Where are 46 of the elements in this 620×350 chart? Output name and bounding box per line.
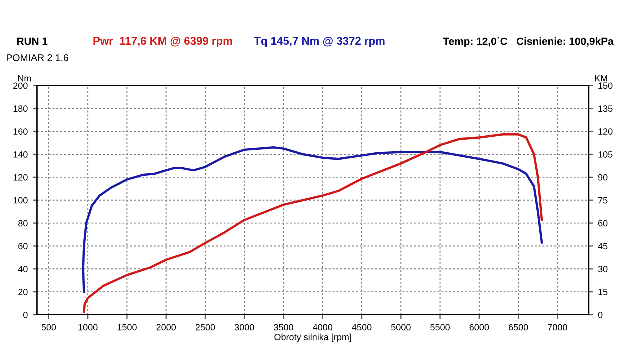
x-tick-label: 500 <box>42 324 56 331</box>
y-tick-label: 80 <box>18 220 28 227</box>
x-tick-label: 5500 <box>430 324 450 331</box>
x-tick-label: 6500 <box>508 324 528 331</box>
chart-title: RUN 1 <box>17 38 48 46</box>
x-tick-label: 5000 <box>391 324 411 331</box>
chart-subtitle: POMIAR 2 1.6 <box>7 54 68 62</box>
y-tick-label: 140 <box>14 151 28 158</box>
x-tick-label: 1500 <box>118 324 137 331</box>
x-tick-label: 2500 <box>196 324 216 331</box>
x-tick-label: 4000 <box>313 324 333 331</box>
y-tick-label: 100 <box>14 197 28 204</box>
x-tick-label: 1000 <box>78 324 98 331</box>
y2-tick-label: 150 <box>598 82 613 90</box>
y-tick-label: 20 <box>18 289 28 296</box>
y2-tick-label: 90 <box>598 174 608 181</box>
x-tick-label: 4500 <box>352 324 372 331</box>
y-axis-title: Nm <box>18 75 32 82</box>
x-tick-label: 2000 <box>156 324 176 331</box>
y2-tick-label: 15 <box>598 289 608 296</box>
text: Tq 145,7 Nm @ 3372 rpm <box>254 37 385 48</box>
y-tick-label: 200 <box>14 82 28 90</box>
y2-tick-label: 60 <box>598 220 608 227</box>
y2-tick-label: 75 <box>598 197 608 204</box>
y-tick-label: 180 <box>14 106 28 112</box>
y-tick-label: 0 <box>24 312 28 318</box>
x-tick-label: 3500 <box>274 324 294 331</box>
text: Temp: 12,0˙C Cisnienie: 100,9kPa <box>443 38 614 48</box>
y2-axis-title: KM <box>595 75 608 82</box>
y2-tick-label: 135 <box>598 106 613 112</box>
y2-tick-label: 45 <box>598 243 608 250</box>
line-series <box>83 134 544 314</box>
y2-tick-label: 30 <box>598 266 608 273</box>
x-tick-label: 6000 <box>470 324 490 331</box>
line-series <box>82 146 544 294</box>
x-tick-label: 7000 <box>548 324 568 331</box>
y-tick-label: 160 <box>14 128 28 135</box>
y-tick-label: 60 <box>18 243 28 250</box>
y-tick-label: 40 <box>18 266 28 273</box>
x-axis-title: Obroty silnika [rpm] <box>274 334 352 342</box>
text: Pwr 117,6 KM @ 6399 rpm <box>94 37 232 48</box>
x-tick-label: 3000 <box>234 324 254 331</box>
y2-tick-label: 105 <box>598 151 613 158</box>
y-tick-label: 120 <box>14 174 28 181</box>
y2-tick-label: 120 <box>598 128 613 135</box>
y2-tick-label: 0 <box>598 312 603 318</box>
